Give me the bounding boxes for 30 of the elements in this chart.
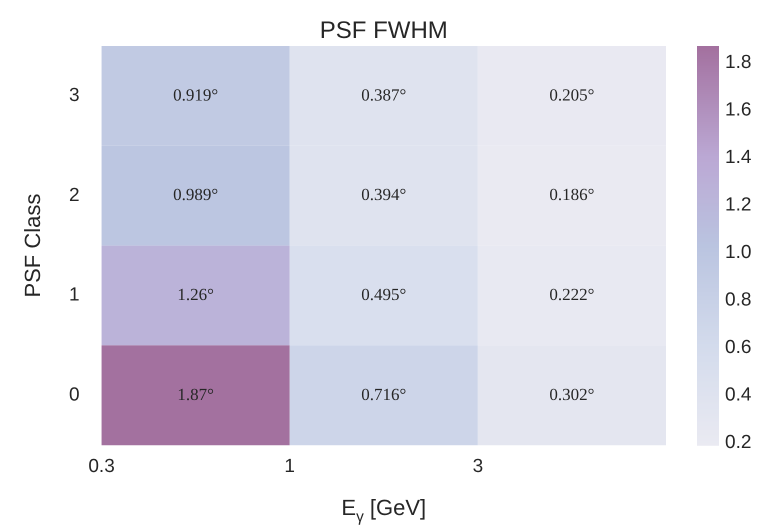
- data-label: 0.495°: [361, 284, 406, 304]
- data-label: 0.186°: [549, 185, 594, 204]
- data-label: 0.205°: [549, 85, 594, 104]
- color-bar-label: 0.8: [725, 289, 752, 310]
- data-label: 0.387°: [361, 85, 406, 104]
- text: 1: [284, 456, 295, 477]
- color-bar-label: 0.4: [725, 384, 752, 406]
- color-bar-label: 0.6: [725, 337, 752, 358]
- data-label: 0.716°: [361, 384, 406, 404]
- y-tick-label: 1: [68, 284, 80, 306]
- data-label: 1.87°: [177, 384, 214, 404]
- data-label: 0.919°: [173, 85, 218, 104]
- data-label: 0.222°: [549, 284, 594, 304]
- text: 0.3: [88, 456, 115, 477]
- color-bar-label: 1.0: [725, 242, 752, 263]
- y-axis-title: PSF Class: [20, 194, 45, 298]
- color-bar-label: 0.2: [725, 432, 752, 454]
- y-tick-label: 0: [68, 384, 80, 406]
- chart-title: PSF FWHM: [320, 17, 448, 44]
- color-bar-label: 1.8: [725, 52, 752, 73]
- y-tick-label: 2: [68, 184, 80, 206]
- y-tick-label: 3: [68, 85, 80, 106]
- color-bar-label: 1.4: [725, 146, 752, 168]
- data-label: 1.26°: [177, 284, 214, 304]
- data-label: 0.989°: [173, 185, 218, 204]
- color-bar-label: 1.6: [725, 99, 752, 120]
- color-bar-label: 1.2: [725, 194, 752, 216]
- data-label: 0.394°: [361, 185, 406, 204]
- text: 3: [472, 456, 484, 477]
- data-label: 0.302°: [549, 384, 594, 404]
